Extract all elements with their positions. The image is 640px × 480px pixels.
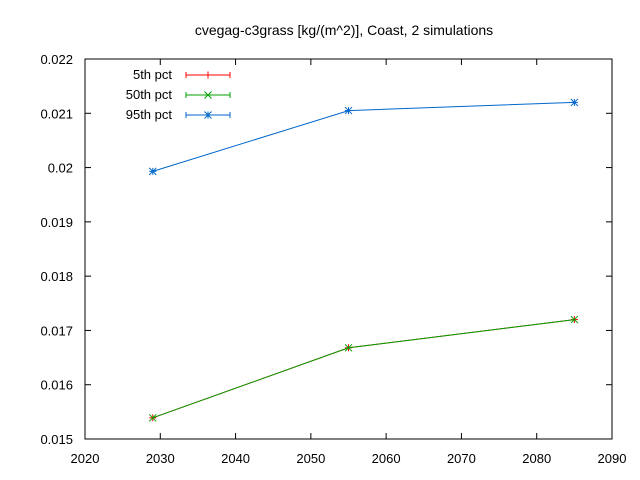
y-tick-label: 0.022 (40, 52, 73, 67)
y-tick-label: 0.017 (40, 323, 73, 338)
y-tick-label: 0.019 (40, 215, 73, 230)
series-1 (148, 315, 579, 422)
x-tick-label: 2090 (598, 451, 627, 466)
legend-marker (204, 111, 212, 119)
data-point (148, 167, 157, 176)
x-tick-label: 2050 (296, 451, 325, 466)
y-tick-label: 0.02 (48, 161, 73, 176)
data-point (148, 413, 157, 422)
plot-frame (84, 58, 613, 440)
y-tick-label: 0.018 (40, 269, 73, 284)
y-tick-label: 0.016 (40, 378, 73, 393)
y-axis: 0.015 0.016 0.017 0.018 0.019 0.02 0.021 0.022 (40, 52, 612, 447)
legend-marker (204, 71, 212, 79)
data-point (570, 315, 579, 324)
series-2 (148, 98, 579, 176)
y-tick-label: 0.015 (40, 432, 73, 447)
legend: 5th pct 50th pct 95th pct (126, 67, 231, 122)
x-tick-label: 2030 (146, 451, 175, 466)
x-tick-label: 2060 (372, 451, 401, 466)
series-0 (149, 316, 578, 422)
data-point (344, 343, 353, 352)
legend-label: 95th pct (126, 107, 173, 122)
x-tick-label: 2040 (221, 451, 250, 466)
x-tick-label: 2080 (522, 451, 551, 466)
series-line (152, 319, 575, 419)
x-tick-label: 2020 (71, 451, 100, 466)
data-point (570, 98, 579, 107)
legend-marker (204, 91, 212, 99)
y-tick-label: 0.021 (40, 106, 73, 121)
legend-label: 50th pct (126, 87, 173, 102)
x-tick-label: 2070 (447, 451, 476, 466)
x-axis: 2020 2030 2040 2050 2060 2070 2080 2090 (71, 59, 627, 466)
series-line (152, 101, 575, 172)
series-line (152, 319, 575, 419)
series-layer (148, 98, 579, 422)
chart-title: cvegag-c3grass [kg/(m^2)], Coast, 2 simu… (195, 22, 493, 38)
data-point (344, 106, 353, 115)
legend-label: 5th pct (133, 67, 172, 82)
